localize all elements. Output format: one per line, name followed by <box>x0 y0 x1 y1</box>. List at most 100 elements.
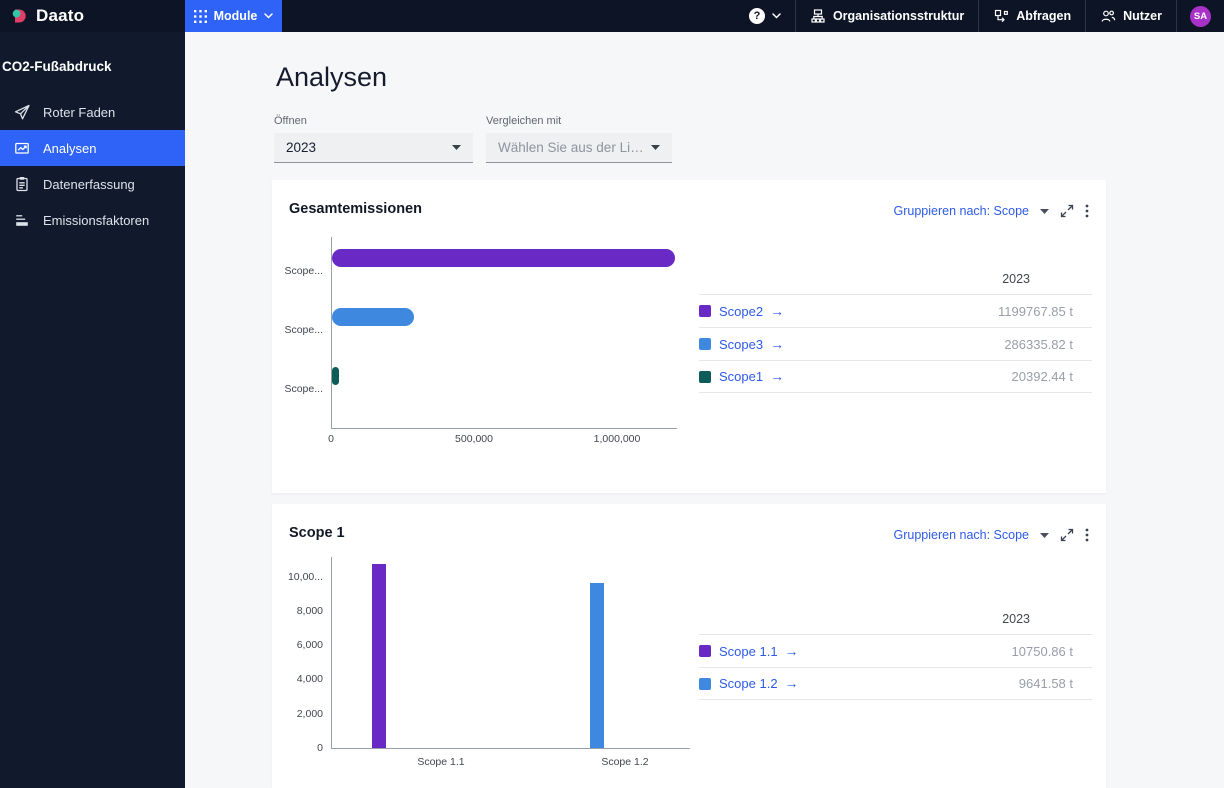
scope-link[interactable]: Scope 1.1 → <box>719 642 799 659</box>
nav-item-label: Abfragen <box>1016 9 1072 23</box>
page-title: Analysen <box>276 62 388 92</box>
overflow-menu-icon[interactable] <box>1085 204 1089 218</box>
row-value: 20392.44 t <box>1011 369 1073 384</box>
scope-link[interactable]: Scope 1.2 → <box>719 675 799 691</box>
table-header-row: 2023 <box>699 604 1092 634</box>
line-chart-icon <box>13 139 31 157</box>
sidebar-item-emissionsfaktoren[interactable]: Emissionsfaktoren <box>0 202 185 238</box>
grid-icon <box>193 9 207 23</box>
open-filter: Öffnen 2023 <box>274 115 473 163</box>
group-by-select[interactable]: Gruppieren nach: Scope <box>893 204 1029 218</box>
bar-scope2 <box>332 249 675 267</box>
table-row: Scope1 → 20392.44 t <box>699 360 1092 393</box>
nav-item-organisationsstruktur[interactable]: Organisationsstruktur <box>796 0 978 32</box>
scope-link[interactable]: Scope1 → <box>719 368 785 384</box>
series-color-swatch <box>699 677 711 690</box>
card-title: Gesamtemissionen <box>289 201 422 217</box>
bar-scope1 <box>332 367 339 385</box>
module-menu-button[interactable]: Module <box>185 0 282 32</box>
compare-filter: Vergleichen mit Wählen Sie aus der Liste… <box>486 115 672 163</box>
y-axis-tick-label: 6,000 <box>296 639 323 651</box>
x-axis-tick-label: 1,000,000 <box>593 433 641 445</box>
y-axis-tick-label: 0 <box>317 742 323 754</box>
divider <box>794 0 796 32</box>
y-axis-tick-label: 2,000 <box>296 708 323 720</box>
sidebar-item-label: Roter Faden <box>43 104 116 120</box>
table-row: Scope3 → 286335.82 t <box>699 327 1092 360</box>
arrow-right-icon: → <box>770 368 785 384</box>
maximize-icon[interactable] <box>1060 204 1074 218</box>
sidebar-item-datenerfassung[interactable]: Datenerfassung <box>0 166 185 202</box>
daato-logo-icon <box>12 8 28 24</box>
open-year-select[interactable]: 2023 <box>274 133 473 163</box>
org-structure-icon <box>810 8 826 24</box>
navbar-right: ? Organisationsstruktur <box>735 0 1224 32</box>
nav-item-label: Nutzer <box>1123 9 1162 23</box>
overflow-menu-icon[interactable] <box>1085 528 1089 542</box>
x-axis <box>331 428 677 429</box>
series-color-swatch <box>699 338 711 350</box>
y-axis-category-label: Scope... <box>284 324 323 336</box>
sidebar-item-label: Emissionsfaktoren <box>43 212 150 228</box>
series-color-swatch <box>699 370 711 383</box>
scope-link[interactable]: Scope3 → <box>719 335 785 352</box>
bar-scope-1-2 <box>590 583 604 748</box>
nav-item-label: Organisationsstruktur <box>832 9 965 23</box>
arrow-right-icon: → <box>770 302 785 319</box>
table-header-row: 2023 <box>699 264 1092 294</box>
sidebar-item-label: Analysen <box>43 140 97 156</box>
x-axis <box>331 748 690 749</box>
group-by-select[interactable]: Gruppieren nach: Scope <box>893 528 1029 542</box>
y-axis-category-label: Scope... <box>284 383 323 395</box>
help-icon: ? <box>748 8 765 24</box>
series-color-swatch <box>699 645 711 657</box>
chevron-down-icon <box>651 145 660 150</box>
compare-select[interactable]: Wählen Sie aus der Liste a... <box>486 133 672 163</box>
nav-item-nutzer[interactable]: Nutzer <box>1086 0 1176 32</box>
row-value: 1199767.85 t <box>998 303 1073 319</box>
user-avatar[interactable]: SA <box>1190 5 1211 27</box>
chevron-down-icon[interactable] <box>1040 208 1049 214</box>
arrow-right-icon: → <box>784 642 799 659</box>
bar-chart-icon <box>13 211 31 229</box>
maximize-icon[interactable] <box>1060 528 1074 542</box>
top-navbar: Daato Module ? <box>0 0 1224 32</box>
brand[interactable]: Daato <box>0 0 185 32</box>
sidebar-section-title: CO2-Fußabdruck <box>2 59 112 74</box>
y-axis-tick-label: 4,000 <box>296 673 323 685</box>
query-flow-icon <box>993 8 1009 24</box>
card-toolbar: Gruppieren nach: Scope <box>893 203 1089 219</box>
chevron-down-icon <box>772 13 781 19</box>
x-axis-category-label: Scope 1.2 <box>601 756 649 768</box>
chevron-down-icon[interactable] <box>1040 532 1049 538</box>
clipboard-icon <box>13 175 31 193</box>
row-value: 9641.58 t <box>1018 676 1073 691</box>
module-label: Module <box>213 9 258 23</box>
sidebar: CO2-Fußabdruck Roter Faden <box>0 32 185 788</box>
row-value: 10750.86 t <box>1011 643 1073 659</box>
bar-scope3 <box>332 308 414 326</box>
scope-link[interactable]: Scope2 → <box>719 302 785 319</box>
series-color-swatch <box>699 305 711 317</box>
year-column-header: 2023 <box>1002 612 1030 626</box>
year-column-header: 2023 <box>1002 272 1030 286</box>
scope-1-card: Scope 1 Gruppieren nach: Scope Scope 1.1… <box>272 504 1106 788</box>
emissions-table: 2023 Scope2 → 1199767.85 t Scope3 → 286335… <box>699 264 1092 393</box>
chevron-down-icon <box>264 13 274 19</box>
nav-item-abfragen[interactable]: Abfragen <box>979 0 1085 32</box>
card-toolbar: Gruppieren nach: Scope <box>893 527 1089 543</box>
sidebar-item-roter-faden[interactable]: Roter Faden <box>0 94 185 130</box>
gesamtemissionen-card: Gesamtemissionen Gruppieren nach: Scope … <box>272 180 1106 493</box>
help-menu[interactable]: ? <box>735 0 795 32</box>
card-title: Scope 1 <box>289 525 345 541</box>
compare-filter-label: Vergleichen mit <box>486 115 562 127</box>
y-axis-category-label: Scope... <box>284 265 323 277</box>
sidebar-item-analysen[interactable]: Analysen <box>0 130 185 166</box>
brand-name: Daato <box>36 6 85 25</box>
x-axis-tick-label: 500,000 <box>455 433 493 445</box>
y-axis-tick-label: 10,00... <box>287 571 323 583</box>
x-axis-tick-label: 0 <box>328 433 334 445</box>
table-row: Scope 1.1 → 10750.86 t <box>699 634 1092 667</box>
paper-plane-icon <box>13 103 31 121</box>
